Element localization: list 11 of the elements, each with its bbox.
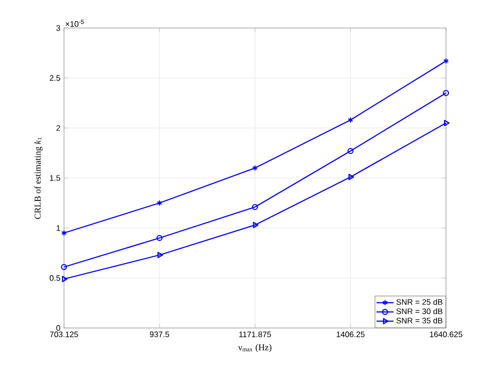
point [156,200,162,206]
point [347,148,354,154]
point [252,164,258,172]
x-axis-title: ν$_{max}$ (Hz) [238,344,272,352]
point [252,222,259,228]
point [156,234,163,242]
y-axis-title: CRLB of estimating k$_{1}$ [34,138,43,219]
point [252,204,258,210]
point [348,116,354,124]
point [157,252,164,258]
point [348,174,354,180]
